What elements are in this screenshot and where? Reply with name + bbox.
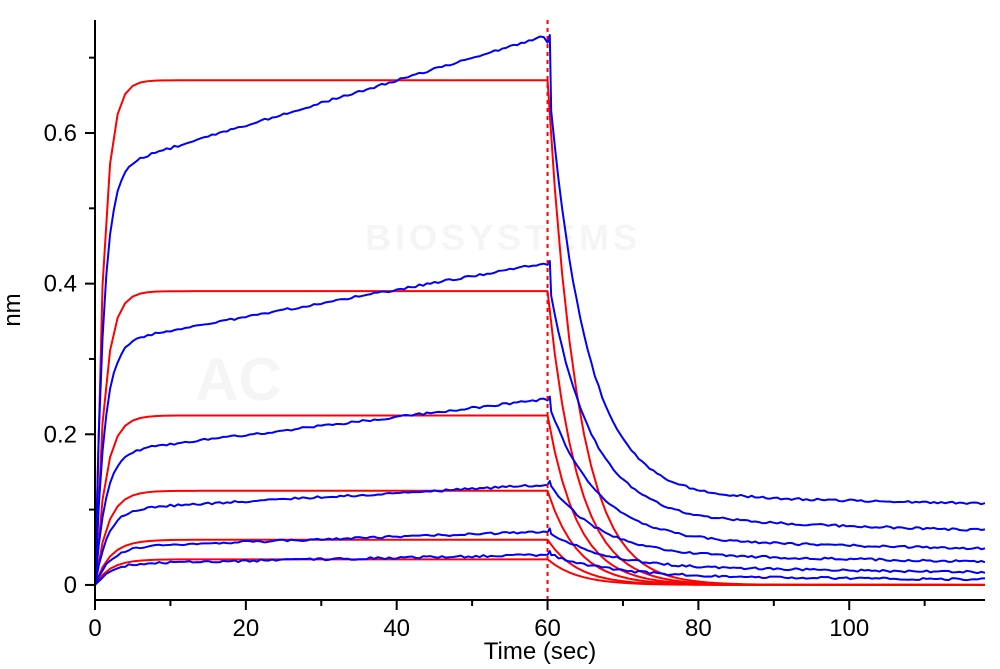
x-axis-label: Time (sec) [484, 638, 596, 665]
y-tick-label: 0 [64, 572, 77, 599]
sensorgram-chart: BIOSYSTEMSAC02040608010000.20.40.6Time (… [0, 0, 1000, 669]
x-tick-label: 80 [685, 615, 712, 642]
y-tick-label: 0.2 [44, 421, 77, 448]
watermark-line2: AC [195, 346, 282, 413]
x-tick-label: 20 [232, 615, 259, 642]
x-tick-label: 0 [88, 615, 101, 642]
y-tick-label: 0.4 [44, 271, 77, 298]
chart-svg: BIOSYSTEMSAC02040608010000.20.40.6Time (… [0, 0, 1000, 669]
x-tick-label: 100 [829, 615, 869, 642]
y-tick-label: 0.6 [44, 120, 77, 147]
watermark-line1: BIOSYSTEMS [365, 217, 641, 258]
y-axis-label: nm [0, 293, 26, 326]
x-tick-label: 40 [383, 615, 410, 642]
